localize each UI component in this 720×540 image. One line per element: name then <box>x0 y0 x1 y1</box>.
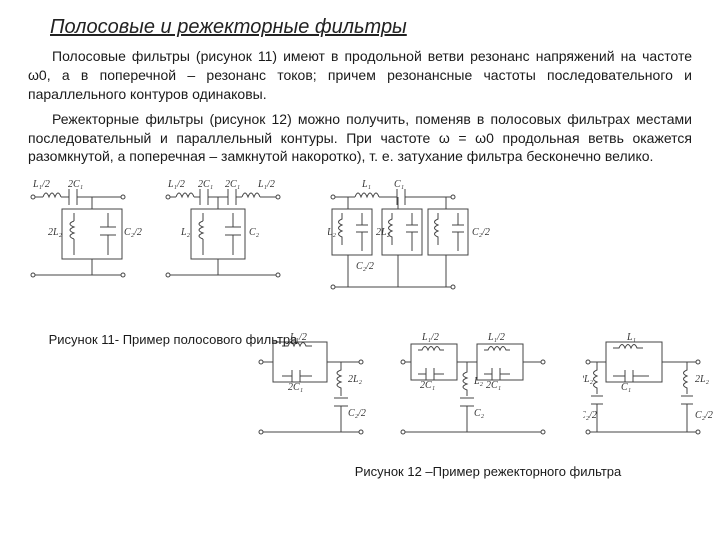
fig11c-c1-label: C₁ <box>394 179 404 190</box>
fig12c-c1-label: C₁ <box>621 382 631 393</box>
fig11b-l2-label: L₂ <box>180 227 191 238</box>
fig11a-c2half-label: C₂/2 <box>124 227 142 238</box>
fig11-cell-c: L₁ C₁ 2L₂ C₂/2 2L₂ C₂/2 <box>328 177 518 317</box>
fig11c-c2half-left: C₂/2 <box>356 261 374 272</box>
fig11c-2l2-mid: 2L₂ <box>376 227 391 238</box>
fig12c-c2half-left: C₂/2 <box>583 410 597 421</box>
fig12-cell-c: L₁ C₁ 2L₂ C₂/2 2L₂ C₂/2 <box>583 332 720 462</box>
fig12b-2c1-right: 2C₁ <box>486 380 501 391</box>
section-title: Полосовые и режекторные фильтры <box>50 16 692 39</box>
fig12b-l1half-left: L₁/2 <box>421 332 439 343</box>
fig12b-l1half-right: L₁/2 <box>487 332 505 343</box>
fig12b-l2-label: L₂ <box>473 376 484 387</box>
fig12-cell-a: L₁/2 2C₁ 2L₂ C₂/2 <box>256 332 396 462</box>
figure12-caption: Рисунок 12 –Пример режекторного фильтра <box>338 464 638 480</box>
figures-area: L₁/2 2C₁ 2L₂ C₂/2 <box>28 172 692 492</box>
fig12a-c2half-label: C₂/2 <box>348 408 366 419</box>
fig12-cell-b: L₁/2 2C₁ L₁/2 2C₁ L₂ C₂ <box>398 332 578 462</box>
fig11b-2c1-right: 2C₁ <box>225 179 240 190</box>
fig12c-2l2-right: 2L₂ <box>695 374 710 385</box>
fig12a-2l2-label: 2L₂ <box>348 374 363 385</box>
fig11b-l1half-right: L₁/2 <box>257 179 275 190</box>
document-page: Полосовые и режекторные фильтры Полосовы… <box>0 0 720 540</box>
fig12c-l1-label: L₁ <box>626 332 636 343</box>
figure11-caption: Рисунок 11- Пример полосового фильтра <box>38 332 308 348</box>
fig12a-2c1-label: 2C₁ <box>288 382 303 393</box>
fig11b-2c1-left: 2C₁ <box>198 179 213 190</box>
paragraph-2: Режекторные фильтры (рисунок 12) можно п… <box>28 110 692 167</box>
paragraph-1: Полосовые фильтры (рисунок 11) имеют в п… <box>28 47 692 104</box>
fig12c-c2half-right: C₂/2 <box>695 410 713 421</box>
fig11a-l1half-label: L₁/2 <box>32 179 50 190</box>
fig11a-2l2-label: 2L₂ <box>48 227 63 238</box>
fig11-cell-b: L₁/2 2C₁ 2C₁ L₁/2 L₂ C₂ <box>163 177 323 307</box>
fig11c-2l2-left: 2L₂ <box>328 227 337 238</box>
fig12b-c2-label: C₂ <box>474 408 485 419</box>
fig11c-c2half-right: C₂/2 <box>472 227 490 238</box>
fig11b-l1half-left: L₁/2 <box>167 179 185 190</box>
fig12c-2l2-left: 2L₂ <box>583 374 594 385</box>
fig11-cell-a: L₁/2 2C₁ 2L₂ C₂/2 <box>28 177 158 307</box>
fig12b-2c1-left: 2C₁ <box>420 380 435 391</box>
fig11a-2c1-label: 2C₁ <box>68 179 83 190</box>
fig11c-l1-label: L₁ <box>361 179 371 190</box>
fig11b-c2-label: C₂ <box>249 227 260 238</box>
